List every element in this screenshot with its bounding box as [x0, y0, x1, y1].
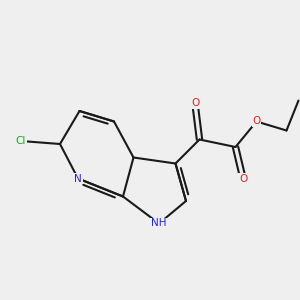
Text: Cl: Cl — [16, 136, 26, 146]
Text: O: O — [239, 173, 247, 184]
Text: NH: NH — [151, 218, 167, 229]
Text: N: N — [74, 173, 82, 184]
Text: O: O — [252, 116, 261, 127]
Text: O: O — [191, 98, 199, 109]
